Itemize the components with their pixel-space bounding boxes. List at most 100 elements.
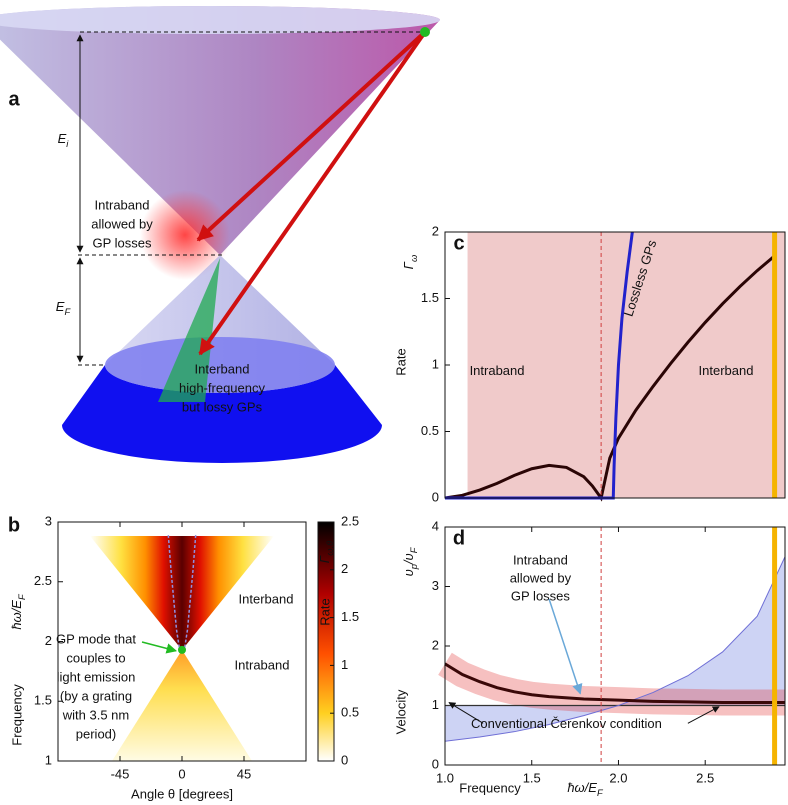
- note: high-frequency: [179, 380, 265, 395]
- panel-label: d: [453, 527, 465, 549]
- math-part: ω,θ: [325, 541, 335, 556]
- y-label-math: υp/υF: [401, 546, 419, 576]
- note: with 3.5 nm: [62, 707, 129, 722]
- y-label: Frequency: [9, 684, 24, 746]
- note: light emission: [57, 669, 136, 684]
- note-arrow: [687, 706, 720, 724]
- annotation: Intraband: [235, 657, 290, 672]
- note-arrow: [141, 641, 178, 654]
- colorbar-frame: [317, 521, 335, 762]
- note: Interband: [195, 361, 250, 376]
- cone-diagram: [0, 6, 440, 463]
- transition-arrow: [198, 30, 427, 356]
- y-label-math: Γω: [401, 255, 419, 270]
- glow: [140, 190, 230, 280]
- x-tick-label: 1.5: [523, 770, 541, 785]
- math-part: /υ: [401, 553, 416, 565]
- heat-upper: [90, 536, 274, 650]
- colorbar-tick-label: 1.5: [341, 609, 359, 624]
- note: Conventional Čerenkov condition: [471, 716, 662, 731]
- math-part: E: [56, 299, 65, 314]
- note: GP losses: [92, 235, 152, 250]
- colorbar-tick-label: 1: [341, 657, 348, 672]
- upper-cone: [0, 6, 440, 255]
- y-tick-label: 1: [432, 697, 439, 712]
- math-part: i: [66, 139, 69, 149]
- note-arrow: [448, 702, 484, 724]
- transition-arrow: [196, 30, 427, 242]
- note-arrow: [548, 598, 583, 695]
- math-part: ħω/E: [9, 600, 24, 630]
- y-tick-label: 0: [432, 756, 439, 771]
- note: (by a grating: [60, 688, 132, 703]
- heatmap-image: [90, 522, 334, 761]
- x-tick-label: -45: [111, 766, 130, 781]
- line: [184, 533, 197, 648]
- cerenkov-region: [445, 556, 785, 742]
- math-part: F: [64, 307, 71, 317]
- colorbar-tick-label: 2: [341, 561, 348, 576]
- line: [167, 533, 180, 648]
- y-label: Velocity: [393, 689, 408, 734]
- y-tick-label: 0: [432, 489, 439, 504]
- y-tick-label: 1.5: [421, 290, 439, 305]
- y-tick-label: 1: [45, 752, 52, 767]
- line: [444, 556, 786, 742]
- gp-region: [158, 258, 220, 402]
- colorbar-tick-label: 0: [341, 752, 348, 767]
- math-part: p: [409, 564, 419, 570]
- line: [444, 254, 776, 502]
- y-tick-label: 2: [45, 633, 52, 648]
- y-tick-label: 2: [432, 223, 439, 238]
- math-part: Γ: [401, 261, 416, 269]
- electron: [420, 27, 430, 37]
- heat-lower: [112, 650, 252, 761]
- math-part: F: [409, 546, 419, 553]
- panel-label: c: [453, 232, 464, 254]
- panel-label: a: [8, 88, 20, 110]
- math-part: E: [58, 131, 67, 146]
- y-tick-label: 3: [45, 513, 52, 528]
- math-part: υ: [401, 569, 416, 576]
- x-label: Angle θ [degrees]: [131, 786, 233, 801]
- x-tick-label: 45: [237, 766, 251, 781]
- note: couples to: [66, 650, 125, 665]
- plot-frame: [444, 231, 786, 499]
- annotation: Interband: [699, 363, 754, 378]
- colorbar-tick-label: 2.5: [341, 513, 359, 528]
- colorbar-label: Rate: [317, 598, 332, 625]
- colorbar: [318, 522, 334, 761]
- note: Intraband: [95, 197, 150, 212]
- energy-label: EF: [56, 299, 72, 317]
- energy-label: Ei: [58, 131, 70, 149]
- math-part: ω: [409, 255, 419, 262]
- annotation: Interband: [239, 591, 294, 606]
- note: GP mode that: [56, 631, 136, 646]
- x-tick-label: 1.0: [436, 770, 454, 785]
- fermi-surface: [105, 337, 335, 393]
- plot-frame: [444, 526, 786, 766]
- note: allowed by: [510, 570, 572, 585]
- marker: [178, 645, 186, 654]
- x-label: Frequency: [459, 780, 521, 795]
- y-label: Rate: [393, 348, 408, 375]
- y-tick-label: 2.5: [34, 573, 52, 588]
- x-label-math: ħω/EF: [567, 780, 604, 798]
- y-tick-label: 2: [432, 637, 439, 652]
- line: [444, 662, 785, 705]
- x-tick-label: 2.0: [609, 770, 627, 785]
- note: Intraband: [513, 552, 568, 567]
- line: [445, 231, 634, 500]
- filled-band: [62, 365, 382, 463]
- note: but lossy GPs: [182, 399, 263, 414]
- colorbar-symbol: Γω,θ: [317, 541, 335, 563]
- y-label-math: ħω/EF: [9, 593, 27, 630]
- math-part: F: [17, 593, 27, 600]
- math-part: ħω/E: [567, 780, 597, 795]
- colorbar-tick-label: 0.5: [341, 705, 359, 720]
- note: allowed by: [91, 216, 153, 231]
- annotation: Intraband: [470, 363, 525, 378]
- y-tick-label: 3: [432, 578, 439, 593]
- y-tick-label: 0.5: [421, 423, 439, 438]
